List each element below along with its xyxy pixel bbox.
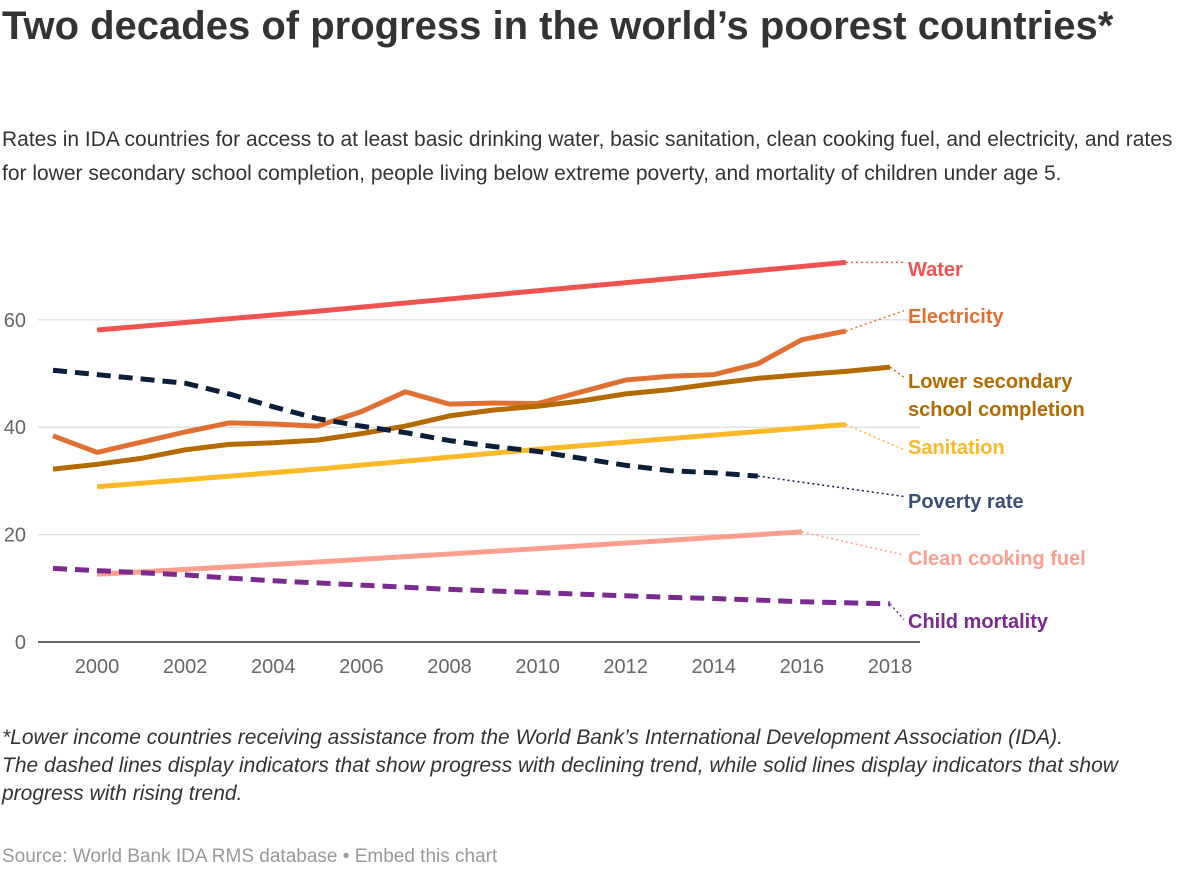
series-lines	[52, 259, 905, 620]
series-labels: Water Electricity Lower secondary school co…	[908, 259, 1086, 633]
embed-chart-link[interactable]: Embed this chart	[354, 846, 498, 867]
label-connector	[845, 309, 905, 332]
y-tick-label: 60	[4, 310, 26, 332]
label-connector	[757, 475, 905, 498]
axes: 0 20 40 60 2000 2002 2004 2006 2008 2010 2012 2014 2…	[4, 310, 920, 678]
series-label-sanitation: Sanitation	[908, 437, 1005, 459]
line-chart: 0 20 40 60 2000 2002 2004 2006 2008 2010 2012 2014 2…	[4, 259, 1086, 678]
series-line-poverty-rate	[52, 367, 758, 479]
x-tick-label: 2004	[251, 656, 296, 678]
y-tick-label: 20	[4, 525, 26, 547]
y-tick-label: 0	[15, 632, 26, 654]
footnote-lines: The dashed lines display indicators that…	[2, 754, 1118, 805]
source-separator: •	[342, 846, 350, 867]
series-label-water: Water	[908, 259, 963, 281]
series-line-lower-secondary-school-completion	[52, 364, 891, 472]
source-line: Source: World Bank IDA RMS database • Em…	[2, 844, 497, 870]
series-line-clean-cooking-fuel	[96, 529, 803, 577]
x-tick-label: 2000	[75, 656, 120, 678]
label-connector	[845, 423, 905, 451]
series-line-sanitation	[96, 422, 847, 490]
chart-title: Two decades of progress in the world’s p…	[2, 4, 1114, 48]
x-tick-label: 2008	[427, 656, 472, 678]
x-tick-label: 2002	[163, 656, 208, 678]
x-tick-label: 2016	[780, 656, 825, 678]
y-tick-label: 40	[4, 417, 26, 439]
series-line-child-mortality	[52, 565, 891, 607]
x-tick-label: 2010	[515, 656, 560, 678]
label-connector	[889, 366, 905, 378]
series-label-child-mortality: Child mortality	[908, 611, 1049, 633]
x-tick-label: 2018	[868, 656, 913, 678]
footnotes: *Lower income countries receiving assist…	[2, 724, 1192, 808]
series-label-lower-secondary-school-completion: Lower secondary school completion	[908, 371, 1085, 421]
series-line-water	[96, 259, 847, 333]
label-connector	[801, 531, 905, 556]
label-connector	[889, 603, 905, 620]
series-label-poverty-rate: Poverty rate	[908, 491, 1024, 513]
source-text: Source: World Bank IDA RMS database	[2, 846, 338, 867]
x-tick-label: 2014	[692, 656, 737, 678]
series-line-electricity	[52, 328, 847, 455]
series-label-electricity: Electricity	[908, 306, 1004, 328]
series-label-clean-cooking-fuel: Clean cooking fuel	[908, 548, 1086, 570]
x-tick-label: 2012	[603, 656, 648, 678]
x-tick-label: 2006	[339, 656, 384, 678]
chart-subtitle: Rates in IDA countries for access to at …	[2, 128, 1173, 185]
footnote-ida: *Lower income countries receiving assist…	[2, 726, 1063, 749]
